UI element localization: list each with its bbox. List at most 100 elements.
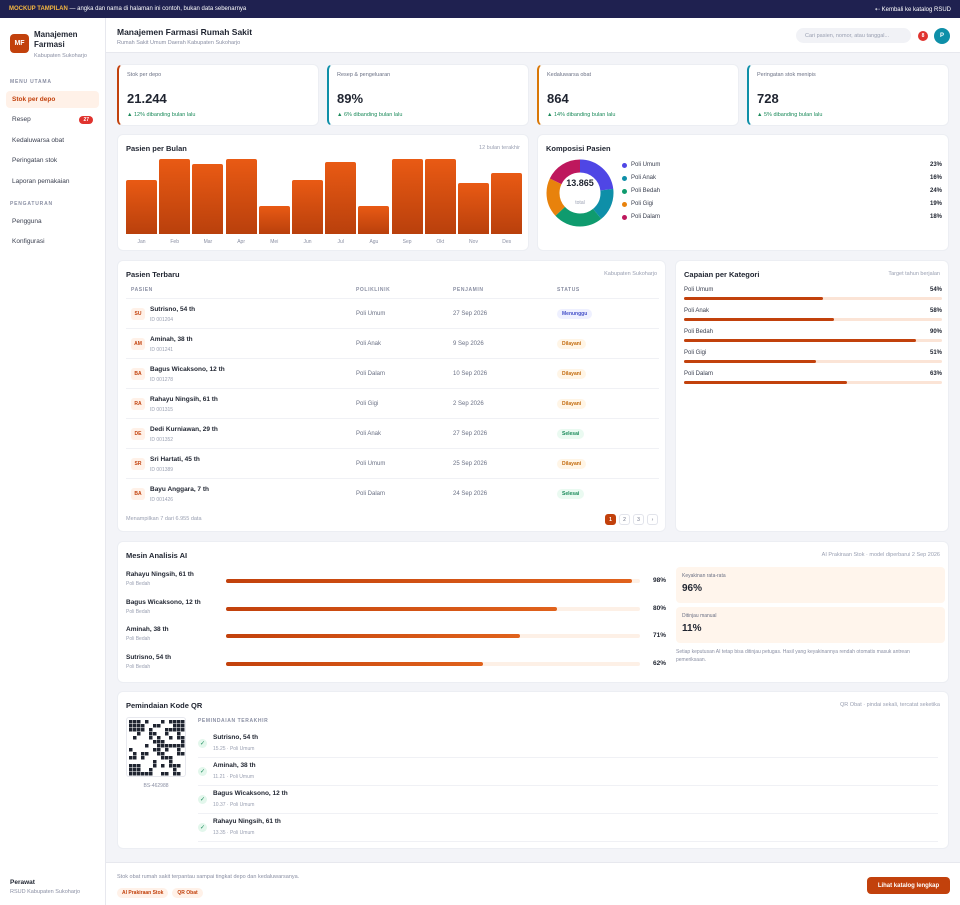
achievement-label: Poli Umum — [684, 287, 714, 293]
status-badge: Dilayani — [557, 339, 587, 349]
qr-note: QR Obat · pindai sekali, tercatat seketi… — [840, 702, 940, 708]
sidebar-item-peringatan-stok[interactable]: Peringatan stok — [12, 157, 58, 165]
achievement-pct: 58% — [929, 308, 942, 314]
page-2-button[interactable]: 2 — [619, 514, 630, 525]
patient-date: 25 Sep 2026 — [453, 461, 488, 467]
patient-poli: Poli Anak — [356, 341, 382, 347]
table-row[interactable]: AM Aminah, 38 th ID 001241 Poli Anak 9 Sep 2… — [126, 328, 659, 358]
avatar[interactable]: P — [934, 28, 950, 44]
scan-patient-name: Rahayu Ningsih, 61 th — [213, 818, 281, 825]
legend-dot — [622, 201, 627, 207]
status-badge: Selesai — [557, 429, 585, 439]
patient-poli: Poli Dalam — [356, 371, 386, 377]
patient-name: Dedi Kurniawan, 29 th — [150, 426, 218, 433]
confidence-box: Keyakinan rata-rata 96% — [676, 567, 945, 603]
back-to-catalog-link[interactable]: ⇠ Kembali ke katalog RSUD — [874, 6, 951, 13]
legend-item: Poli Umum 23% — [622, 162, 942, 168]
sidebar-item-stok-per-depo[interactable]: Stok per depo — [6, 91, 99, 108]
confidence-label: Keyakinan rata-rata — [682, 573, 726, 579]
demo-banner: MOCKUP TAMPILAN — angka dan nama di hala… — [0, 0, 960, 18]
bar-agu — [358, 205, 390, 234]
ai-score-row: Bagus Wicaksono, 12 th Poli Bedah 80% — [126, 599, 666, 619]
col-header: PASIEN — [131, 287, 153, 293]
ai-disclaimer: Setiap keputusan AI tetap bisa ditinjau … — [676, 649, 910, 663]
scan-time: 10.37 · Poli Umum — [213, 802, 255, 808]
legend-item: Poli Gigi 19% — [622, 201, 942, 207]
stat-delta: ▲ 12% dibanding bulan lalu — [127, 112, 196, 118]
stat-card-kedaluwarsa: Kedaluwarsa obat 864 ▲ 14% dibanding bulan… — [537, 64, 739, 126]
sidebar-item-resep[interactable]: Resep 27 — [6, 111, 99, 128]
check-icon: ✓ — [198, 767, 207, 776]
ai-score-pct: 62% — [652, 659, 666, 667]
legend-pct: 23% — [930, 162, 943, 168]
legend-dot — [622, 162, 627, 168]
scan-item[interactable]: ✓ Bagus Wicaksono, 12 th 10.37 · Poli Umum — [198, 786, 938, 814]
patient-id: ID 001352 — [150, 437, 174, 443]
stat-card-resep: Resep & pengeluaran 89% ▲ 6% dibanding bul… — [327, 64, 529, 126]
notification-badge[interactable]: 8 — [918, 31, 928, 41]
stat-label: Stok per depo — [127, 72, 162, 78]
legend-dot — [622, 188, 627, 194]
achievement-label: Poli Bedah — [684, 329, 714, 335]
table-row[interactable]: SU Sutrisno, 54 th ID 001204 Poli Umum 27 Se… — [126, 298, 659, 328]
qr-code-id: BS-462988 — [143, 783, 169, 789]
ai-patient-name: Bagus Wicaksono, 12 th — [126, 598, 201, 606]
app-title: Manajemen Farmasi — [34, 30, 78, 49]
patient-date: 10 Sep 2026 — [453, 371, 488, 377]
patient-date: 9 Sep 2026 — [453, 341, 484, 347]
achievement-track — [684, 318, 942, 321]
current-user: Perawat RSUD Kabupaten Sukoharjo — [10, 879, 80, 895]
patient-name: Bagus Wicaksono, 12 th — [150, 366, 225, 373]
month-tick-label: Agu — [369, 239, 379, 245]
sidebar-item-konfigurasi[interactable]: Konfigurasi — [12, 237, 45, 245]
table-row[interactable]: BA Bagus Wicaksono, 12 th ID 001278 Poli Da… — [126, 358, 659, 388]
sidebar-item-kedaluwarsa[interactable]: Kedaluwarsa obat — [12, 136, 65, 144]
table-row[interactable]: DE Dedi Kurniawan, 29 th ID 001352 Poli Ana… — [126, 418, 659, 448]
page-subtitle: Rumah Sakit Umum Daerah Kabupaten Sukoha… — [117, 40, 241, 46]
ai-patient-poli: Poli Bedah — [126, 636, 151, 642]
patient-name: Rahayu Ningsih, 61 th — [150, 396, 218, 403]
stat-delta: ▲ 5% dibanding bulan lalu — [757, 112, 823, 118]
achievement-label: Poli Dalam — [684, 371, 714, 377]
page-3-button[interactable]: 3 — [633, 514, 644, 525]
section-settings-label: PENGATURAN — [10, 200, 53, 207]
section-main-label: MENU UTAMA — [10, 79, 52, 85]
status-badge: Dilayani — [557, 369, 587, 379]
check-icon: ✓ — [198, 795, 207, 804]
scan-item[interactable]: ✓ Aminah, 38 th 11.21 · Poli Umum — [198, 758, 938, 786]
patient-poli: Poli Anak — [356, 431, 382, 437]
sidebar-item-pengguna[interactable]: Pengguna — [12, 217, 42, 225]
ai-patient-name: Aminah, 38 th — [126, 626, 169, 633]
ai-patient-name: Sutrisno, 54 th — [126, 653, 172, 661]
table-row[interactable]: SR Sri Hartati, 45 th ID 001389 Poli Umum 25… — [126, 448, 659, 478]
ai-score-pct: 80% — [652, 604, 666, 612]
search-input[interactable]: Cari pasien, nomor, atau tanggal... — [796, 28, 911, 43]
ai-score-track — [226, 579, 640, 583]
achievement-note: Target tahun berjalan — [888, 271, 940, 277]
scan-time: 11.21 · Poli Umum — [213, 774, 255, 780]
table-row[interactable]: RA Rahayu Ningsih, 61 th ID 001315 Poli Gig… — [126, 388, 659, 418]
app-logo: MF — [10, 34, 29, 53]
scan-item[interactable]: ✓ Rahayu Ningsih, 61 th 13.35 · Poli Umum — [198, 814, 938, 842]
check-icon: ✓ — [198, 739, 207, 748]
view-catalog-button[interactable]: Lihat katalog lengkap — [867, 877, 950, 894]
achievement-item: Poli Bedah 90% — [684, 329, 942, 342]
patient-id: ID 001204 — [150, 317, 174, 323]
legend-label: Poli Bedah — [631, 188, 661, 194]
achievement-item: Poli Umum 54% — [684, 287, 942, 300]
month-tick-label: Sep — [402, 239, 412, 245]
page-1-button[interactable]: 1 — [605, 514, 616, 525]
legend-pct: 19% — [930, 201, 943, 207]
ai-score-fill — [226, 606, 558, 611]
patient-poli: Poli Umum — [356, 311, 386, 317]
patient-poli: Poli Umum — [356, 461, 386, 467]
ai-score-pct: 98% — [652, 577, 666, 584]
resep-count-badge: 27 — [79, 115, 93, 124]
table-row[interactable]: BA Bayu Anggara, 7 th ID 001426 Poli Dalam 2… — [126, 478, 659, 508]
sidebar-item-laporan[interactable]: Laporan pemakaian — [12, 177, 70, 185]
patient-name: Sutrisno, 54 th — [150, 306, 196, 313]
scan-item[interactable]: ✓ Sutrisno, 54 th 15.25 · Poli Umum — [198, 730, 938, 758]
achievement-track — [684, 360, 942, 363]
next-page-button[interactable]: › — [647, 514, 658, 525]
achievement-fill — [684, 297, 824, 300]
